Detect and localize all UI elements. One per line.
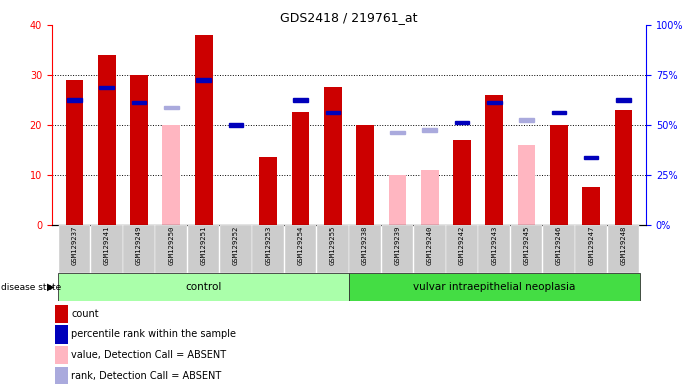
Text: GSM129237: GSM129237	[71, 226, 77, 265]
Text: GSM129243: GSM129243	[491, 226, 498, 265]
Text: count: count	[71, 309, 99, 319]
Bar	[455, 121, 469, 124]
Text: control: control	[185, 282, 222, 292]
Text: vulvar intraepithelial neoplasia: vulvar intraepithelial neoplasia	[413, 282, 576, 292]
Bar	[155, 225, 187, 273]
Bar	[252, 225, 284, 273]
Text: percentile rank within the sample: percentile rank within the sample	[71, 329, 236, 339]
Bar	[446, 225, 477, 273]
Bar	[132, 101, 146, 104]
Bar	[414, 225, 446, 273]
Text: disease state: disease state	[1, 283, 61, 291]
Bar	[259, 157, 277, 225]
Bar	[59, 225, 91, 273]
Bar	[324, 88, 341, 225]
Text: GSM129251: GSM129251	[200, 226, 207, 265]
Bar	[584, 156, 598, 159]
Text: GSM129238: GSM129238	[362, 226, 368, 265]
Bar	[220, 225, 252, 273]
Text: GSM129246: GSM129246	[556, 226, 562, 265]
Bar	[349, 273, 640, 301]
Title: GDS2418 / 219761_at: GDS2418 / 219761_at	[281, 11, 417, 24]
Text: GSM129240: GSM129240	[427, 226, 433, 265]
Bar	[607, 225, 639, 273]
Text: GSM129247: GSM129247	[588, 226, 594, 265]
Bar	[422, 128, 437, 132]
Bar	[543, 225, 575, 273]
Bar	[55, 325, 68, 344]
Bar	[100, 86, 114, 89]
Bar	[453, 140, 471, 225]
Bar	[317, 225, 349, 273]
Bar	[196, 78, 211, 82]
Bar	[285, 225, 316, 273]
Bar	[388, 175, 406, 225]
Bar	[583, 187, 600, 225]
Bar	[520, 118, 534, 122]
Bar	[349, 225, 381, 273]
Bar	[478, 225, 510, 273]
Bar	[485, 95, 503, 225]
Text: GSM129239: GSM129239	[395, 226, 400, 265]
Text: GSM129241: GSM129241	[104, 226, 110, 265]
Bar	[487, 101, 502, 104]
Bar	[551, 111, 566, 114]
Text: GSM129248: GSM129248	[621, 226, 627, 265]
Bar	[511, 225, 542, 273]
Bar	[55, 346, 68, 364]
Text: GSM129252: GSM129252	[233, 226, 239, 265]
Bar	[421, 170, 439, 225]
Text: rank, Detection Call = ABSENT: rank, Detection Call = ABSENT	[71, 371, 222, 381]
Bar	[390, 131, 405, 134]
Text: GSM129250: GSM129250	[169, 226, 174, 265]
Bar	[614, 110, 632, 225]
Text: GSM129245: GSM129245	[524, 226, 529, 265]
Bar	[229, 123, 243, 127]
Bar	[164, 106, 178, 109]
Bar	[325, 111, 340, 114]
Text: GSM129242: GSM129242	[459, 226, 465, 265]
Bar	[55, 367, 68, 384]
Bar	[130, 75, 148, 225]
Bar	[357, 125, 374, 225]
Bar	[550, 125, 568, 225]
Bar	[188, 225, 220, 273]
Bar	[518, 145, 536, 225]
Bar	[67, 98, 82, 102]
Bar	[162, 125, 180, 225]
Bar	[55, 305, 68, 323]
Bar	[58, 273, 349, 301]
Text: ▶: ▶	[47, 282, 55, 292]
Bar	[292, 113, 310, 225]
Text: GSM129249: GSM129249	[136, 226, 142, 265]
Text: GSM129255: GSM129255	[330, 226, 336, 265]
Bar	[66, 80, 84, 225]
Bar	[293, 98, 307, 102]
Text: GSM129254: GSM129254	[298, 226, 303, 265]
Bar	[576, 225, 607, 273]
Bar	[616, 98, 631, 102]
Bar	[98, 55, 115, 225]
Bar	[195, 35, 213, 225]
Bar	[123, 225, 155, 273]
Text: GSM129253: GSM129253	[265, 226, 271, 265]
Bar	[91, 225, 122, 273]
Text: value, Detection Call = ABSENT: value, Detection Call = ABSENT	[71, 350, 227, 360]
Bar	[381, 225, 413, 273]
